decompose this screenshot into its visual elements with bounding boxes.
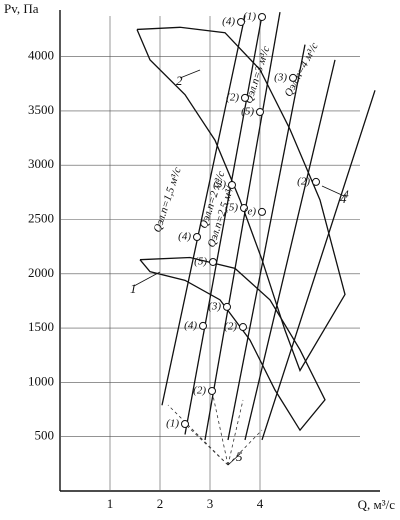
y-tick-label: 1500	[28, 319, 54, 334]
point-label: (2)	[226, 91, 239, 103]
point-label: (5)	[194, 255, 207, 267]
operating-point	[312, 177, 320, 186]
curve-label: 4	[340, 191, 347, 206]
y-tick-label: 2500	[28, 210, 54, 225]
x-axis-label: Q, м³/с	[358, 497, 396, 512]
leader-line	[227, 453, 241, 466]
x-tick-label: 1	[107, 496, 114, 511]
y-tick-label: 1000	[28, 373, 54, 388]
curve-label: 5	[236, 449, 243, 464]
curve-label: 2	[176, 73, 183, 88]
point-label: (2)	[297, 175, 310, 187]
point-label: (5)	[241, 106, 254, 118]
point-label: (5)	[225, 202, 238, 214]
curve	[244, 59, 336, 441]
curve	[261, 90, 376, 441]
operating-point	[258, 12, 266, 21]
y-tick-label: 3000	[28, 156, 54, 171]
point-label: (1)	[166, 418, 179, 430]
point-label: (3)	[208, 300, 221, 312]
series-label: 4	[343, 189, 349, 201]
leader-line	[321, 185, 345, 197]
construction-lines	[167, 390, 263, 466]
y-tick-label: 3500	[28, 102, 54, 117]
operating-point	[256, 107, 264, 116]
point-label: (1)	[243, 11, 256, 23]
leader-line	[179, 69, 201, 79]
leader-line	[133, 271, 161, 287]
x-tick-label: 4	[257, 496, 264, 511]
x-tick-label: 3	[207, 496, 214, 511]
point-label: (3)	[274, 71, 287, 83]
operating-point	[223, 302, 231, 311]
curve	[227, 44, 306, 441]
y-tick-label: 4000	[28, 48, 54, 63]
operating-point	[237, 17, 245, 26]
point-label: (4)	[222, 15, 235, 27]
curve	[161, 15, 246, 406]
point-label: (3)	[213, 179, 226, 191]
y-axis-label: Pv, Па	[4, 1, 39, 16]
operating-point	[258, 207, 266, 216]
point-label: (2)	[193, 385, 206, 397]
curve	[136, 26, 346, 372]
operating-point	[241, 93, 249, 102]
curve	[184, 15, 263, 435]
operating-point	[193, 232, 201, 241]
point-label: (2)	[224, 321, 237, 333]
operating-point	[209, 257, 217, 266]
point-label: (4)	[178, 231, 191, 243]
operating-point	[289, 73, 297, 82]
point-label: (е)	[244, 205, 257, 217]
operating-point	[199, 321, 207, 330]
point-label: (4)	[184, 319, 197, 331]
operating-point	[181, 419, 189, 428]
operating-point	[240, 203, 248, 212]
x-tick-label: 2	[157, 496, 164, 511]
curve	[204, 11, 281, 441]
operating-point	[239, 323, 247, 332]
y-tick-label: 500	[35, 428, 55, 443]
curve-label: 1	[130, 281, 137, 296]
operating-point	[228, 180, 236, 189]
operating-point	[208, 386, 216, 395]
y-tick-label: 2000	[28, 265, 54, 280]
